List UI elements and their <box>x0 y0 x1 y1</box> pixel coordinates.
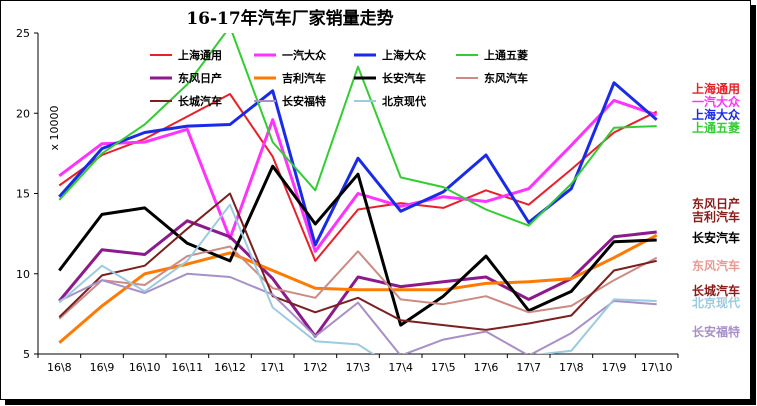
end-label-3: 上通五菱 <box>692 120 740 135</box>
x-tick-label: 16\12 <box>214 361 246 374</box>
x-tick-label: 16\10 <box>129 361 161 374</box>
legend-label: 东风汽车 <box>484 71 528 85</box>
y-tick-label: 15 <box>16 188 30 201</box>
x-tick-label: 16\9 <box>90 361 115 374</box>
x-tick-label: 16\8 <box>47 361 72 374</box>
legend-item-3: 上通五菱 <box>456 48 528 62</box>
end-label-2: 上海大众 <box>692 107 741 122</box>
legend-label: 北京现代 <box>382 94 426 108</box>
end-label-6: 长安汽车 <box>692 230 740 245</box>
legend-item-7: 东风汽车 <box>456 71 528 85</box>
end-label-9: 北京现代 <box>692 295 740 310</box>
x-tick-label: 17\1 <box>260 361 285 374</box>
series-line-1 <box>58 98 658 253</box>
x-tick-label: 17\6 <box>474 361 499 374</box>
legend-item-4: 东风日产 <box>150 71 222 85</box>
x-tick-label: 17\9 <box>602 361 627 374</box>
series-line-3 <box>58 33 657 227</box>
legend-item-1: 一汽大众 <box>254 48 327 62</box>
legend-label: 长安福特 <box>282 94 326 108</box>
legend-label: 吉利汽车 <box>282 71 326 85</box>
legend-item-5: 吉利汽车 <box>254 71 326 85</box>
unit-label: x 10000 <box>48 105 61 150</box>
legend-label: 东风日产 <box>178 71 222 85</box>
legend-item-0: 上海通用 <box>150 48 222 62</box>
end-labels: 上海通用一汽大众上海大众上通五菱东风日产吉利汽车长安汽车东风汽车长城汽车北京现代… <box>692 81 741 339</box>
y-tick-label: 5 <box>23 348 30 361</box>
series-line-9 <box>58 272 657 354</box>
x-tick-label: 17\10 <box>641 361 673 374</box>
x-tick-label: 17\8 <box>559 361 584 374</box>
x-tick-label: 17\3 <box>346 361 371 374</box>
legend-label: 长城汽车 <box>178 94 222 108</box>
series-line-10 <box>58 203 657 354</box>
end-label-7: 东风汽车 <box>692 258 740 273</box>
x-tick-label: 17\5 <box>431 361 456 374</box>
legend-item-9: 长安福特 <box>254 94 326 108</box>
series-lines <box>58 33 658 354</box>
end-label-4: 东风日产 <box>692 196 740 211</box>
series-line-6 <box>58 164 657 327</box>
y-tick-label: 25 <box>16 27 30 40</box>
end-label-1: 一汽大众 <box>692 94 741 109</box>
x-tick-label: 17\4 <box>388 361 413 374</box>
x-tick-label: 17\7 <box>516 361 541 374</box>
legend-item-8: 长城汽车 <box>150 94 222 108</box>
legend-item-10: 北京现代 <box>354 94 426 108</box>
x-tick-label: 17\2 <box>303 361 328 374</box>
end-label-10: 长安福特 <box>692 324 740 339</box>
legend-item-6: 长安汽车 <box>354 71 426 85</box>
y-tick-label: 20 <box>16 107 30 120</box>
y-tick-label: 10 <box>16 268 30 281</box>
series-line-8 <box>58 192 657 331</box>
end-label-0: 上海通用 <box>692 81 740 96</box>
legend-item-2: 上海大众 <box>354 48 427 62</box>
series-line-7 <box>58 245 658 320</box>
x-axis-ticks: 16\8 16\9 16\10 16\11 16\12 17\1 17\2 17\3 17\4 1… <box>37 354 679 374</box>
series-line-2 <box>58 81 658 247</box>
legend-label: 上通五菱 <box>484 48 528 62</box>
end-label-8: 长城汽车 <box>692 283 740 298</box>
legend-label: 上海大众 <box>382 48 427 62</box>
y-axis-ticks: 5 10 15 20 25 <box>16 27 38 361</box>
series-line-5 <box>58 233 658 344</box>
series-line-4 <box>58 219 657 338</box>
chart-title: 16-17年汽车厂家销量走势 <box>186 8 393 29</box>
x-tick-label: 16\11 <box>171 361 203 374</box>
legend-label: 上海通用 <box>178 48 222 62</box>
legend-label: 长安汽车 <box>382 71 426 85</box>
end-label-5: 吉利汽车 <box>692 209 740 224</box>
legend-label: 一汽大众 <box>282 48 327 62</box>
